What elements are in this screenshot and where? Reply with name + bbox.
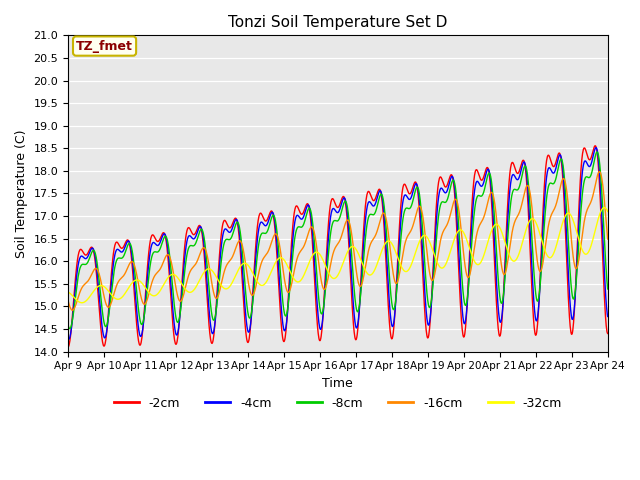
- -2cm: [244, 339, 252, 345]
- -4cm: [492, 275, 500, 281]
- Legend: -2cm, -4cm, -8cm, -16cm, -32cm: -2cm, -4cm, -8cm, -16cm, -32cm: [109, 392, 567, 415]
- Line: -8cm: -8cm: [68, 152, 608, 329]
- -16cm: [184, 273, 192, 279]
- -8cm: [422, 276, 429, 282]
- -2cm: [591, 143, 599, 149]
- -32cm: [540, 245, 548, 251]
- -16cm: [68, 307, 76, 313]
- -32cm: [64, 289, 72, 295]
- Text: TZ_fmet: TZ_fmet: [76, 39, 133, 53]
- -8cm: [245, 314, 253, 320]
- Line: -4cm: -4cm: [68, 148, 608, 339]
- -32cm: [172, 272, 179, 278]
- Title: Tonzi Soil Temperature Set D: Tonzi Soil Temperature Set D: [228, 15, 447, 30]
- Line: -32cm: -32cm: [68, 207, 608, 303]
- Line: -2cm: -2cm: [68, 146, 608, 347]
- -8cm: [172, 311, 179, 316]
- -4cm: [540, 208, 548, 214]
- -4cm: [422, 304, 429, 310]
- -16cm: [172, 281, 179, 287]
- -2cm: [422, 319, 429, 324]
- -4cm: [64, 336, 72, 341]
- -8cm: [604, 286, 612, 292]
- -2cm: [184, 225, 192, 231]
- -8cm: [184, 246, 192, 252]
- -16cm: [245, 282, 253, 288]
- -32cm: [600, 204, 608, 210]
- -32cm: [184, 289, 192, 295]
- -8cm: [492, 246, 500, 252]
- -8cm: [540, 227, 548, 233]
- -4cm: [245, 329, 253, 335]
- -4cm: [65, 336, 72, 342]
- -8cm: [64, 322, 72, 328]
- -16cm: [540, 253, 548, 259]
- -2cm: [540, 197, 547, 203]
- -4cm: [184, 234, 192, 240]
- -2cm: [604, 331, 612, 336]
- -32cm: [422, 233, 429, 239]
- -16cm: [64, 298, 72, 303]
- -4cm: [172, 329, 179, 335]
- Line: -16cm: -16cm: [68, 172, 608, 310]
- -16cm: [604, 236, 612, 242]
- -2cm: [492, 290, 500, 296]
- -16cm: [596, 169, 604, 175]
- -32cm: [604, 209, 612, 215]
- -8cm: [593, 149, 601, 155]
- -32cm: [492, 221, 500, 227]
- -16cm: [422, 238, 429, 244]
- -2cm: [171, 339, 179, 345]
- -2cm: [64, 344, 72, 350]
- -8cm: [66, 326, 74, 332]
- -16cm: [492, 214, 500, 219]
- -4cm: [592, 145, 600, 151]
- -32cm: [78, 300, 86, 306]
- -4cm: [604, 313, 612, 319]
- -32cm: [245, 264, 253, 269]
- X-axis label: Time: Time: [323, 377, 353, 390]
- Y-axis label: Soil Temperature (C): Soil Temperature (C): [15, 129, 28, 258]
